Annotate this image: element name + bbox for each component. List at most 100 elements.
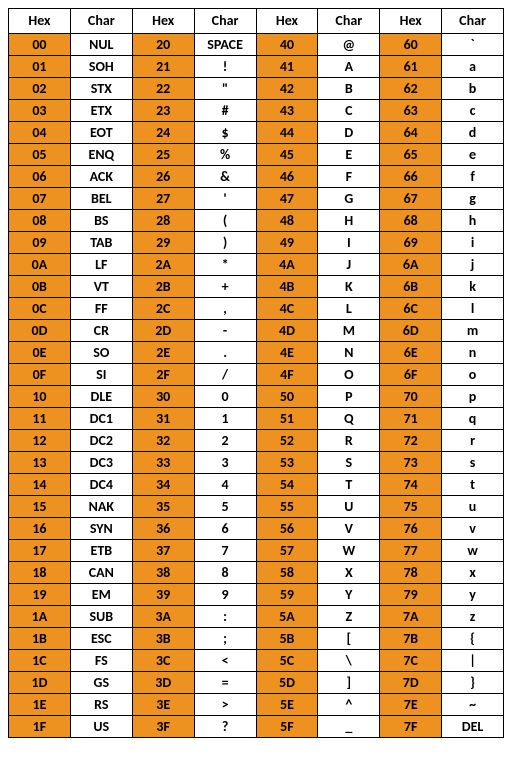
char-cell: g <box>442 188 504 210</box>
char-cell: h <box>442 210 504 232</box>
hex-cell: 3F <box>132 716 194 738</box>
char-cell: ETB <box>70 540 132 562</box>
char-cell: i <box>442 232 504 254</box>
hex-cell: 4A <box>256 254 318 276</box>
char-cell: V <box>318 518 380 540</box>
hex-cell: 43 <box>256 100 318 122</box>
hex-cell: 05 <box>9 144 71 166</box>
char-cell: 8 <box>194 562 256 584</box>
hex-cell: 32 <box>132 430 194 452</box>
hex-cell: 2F <box>132 364 194 386</box>
char-cell: e <box>442 144 504 166</box>
hex-cell: 20 <box>132 34 194 56</box>
hex-cell: 07 <box>9 188 71 210</box>
table-row: 0ALF2A*4AJ6Aj <box>9 254 504 276</box>
char-cell: ' <box>194 188 256 210</box>
hex-cell: 15 <box>9 496 71 518</box>
table-row: 0CFF2C,4CL6Cl <box>9 298 504 320</box>
char-cell: c <box>442 100 504 122</box>
hex-cell: 53 <box>256 452 318 474</box>
hex-cell: 41 <box>256 56 318 78</box>
char-cell: w <box>442 540 504 562</box>
char-cell: | <box>442 650 504 672</box>
table-row: 15NAK35555U75u <box>9 496 504 518</box>
hex-cell: 5B <box>256 628 318 650</box>
hex-cell: 21 <box>132 56 194 78</box>
char-cell: SI <box>70 364 132 386</box>
hex-cell: 13 <box>9 452 71 474</box>
hex-cell: 3C <box>132 650 194 672</box>
header-hex-3: Hex <box>256 9 318 34</box>
char-cell: ACK <box>70 166 132 188</box>
char-cell: z <box>442 606 504 628</box>
char-cell: SPACE <box>194 34 256 56</box>
hex-cell: 76 <box>380 518 442 540</box>
char-cell: ~ <box>442 694 504 716</box>
hex-cell: 12 <box>9 430 71 452</box>
hex-cell: 5E <box>256 694 318 716</box>
hex-cell: 03 <box>9 100 71 122</box>
table-row: 0ESO2E.4EN6En <box>9 342 504 364</box>
hex-cell: 66 <box>380 166 442 188</box>
char-cell: : <box>194 606 256 628</box>
char-cell: , <box>194 298 256 320</box>
char-cell: d <box>442 122 504 144</box>
char-cell: S <box>318 452 380 474</box>
char-cell: ^ <box>318 694 380 716</box>
char-cell: # <box>194 100 256 122</box>
char-cell: n <box>442 342 504 364</box>
char-cell: N <box>318 342 380 364</box>
header-char-1: Char <box>70 9 132 34</box>
char-cell: 4 <box>194 474 256 496</box>
char-cell: $ <box>194 122 256 144</box>
char-cell: LF <box>70 254 132 276</box>
hex-cell: 0F <box>9 364 71 386</box>
hex-cell: 57 <box>256 540 318 562</box>
table-row: 1ERS3E>5E^7E~ <box>9 694 504 716</box>
char-cell: ; <box>194 628 256 650</box>
char-cell: 7 <box>194 540 256 562</box>
hex-cell: 65 <box>380 144 442 166</box>
char-cell: SYN <box>70 518 132 540</box>
hex-cell: 60 <box>380 34 442 56</box>
char-cell: Q <box>318 408 380 430</box>
char-cell: ` <box>442 34 504 56</box>
table-row: 00NUL20SPACE40@60` <box>9 34 504 56</box>
table-row: 01SOH21!41A61a <box>9 56 504 78</box>
hex-cell: 0D <box>9 320 71 342</box>
char-cell: K <box>318 276 380 298</box>
hex-cell: 33 <box>132 452 194 474</box>
hex-cell: 4E <box>256 342 318 364</box>
hex-cell: 7D <box>380 672 442 694</box>
char-cell: Y <box>318 584 380 606</box>
hex-cell: 6E <box>380 342 442 364</box>
char-cell: DC2 <box>70 430 132 452</box>
char-cell: R <box>318 430 380 452</box>
hex-cell: 45 <box>256 144 318 166</box>
table-row: 1CFS3C<5C\7C| <box>9 650 504 672</box>
hex-cell: 31 <box>132 408 194 430</box>
char-cell: CR <box>70 320 132 342</box>
char-cell: = <box>194 672 256 694</box>
char-cell: CAN <box>70 562 132 584</box>
table-row: 1ASUB3A:5AZ7Az <box>9 606 504 628</box>
char-cell: x <box>442 562 504 584</box>
table-row: 08BS28(48H68h <box>9 210 504 232</box>
char-cell: f <box>442 166 504 188</box>
char-cell: A <box>318 56 380 78</box>
header-row: Hex Char Hex Char Hex Char Hex Char <box>9 9 504 34</box>
char-cell: k <box>442 276 504 298</box>
char-cell: D <box>318 122 380 144</box>
hex-cell: 77 <box>380 540 442 562</box>
hex-cell: 39 <box>132 584 194 606</box>
hex-cell: 37 <box>132 540 194 562</box>
hex-cell: 5C <box>256 650 318 672</box>
char-cell: F <box>318 166 380 188</box>
hex-cell: 19 <box>9 584 71 606</box>
char-cell: ( <box>194 210 256 232</box>
hex-cell: 78 <box>380 562 442 584</box>
hex-cell: 36 <box>132 518 194 540</box>
hex-cell: 5D <box>256 672 318 694</box>
char-cell: 1 <box>194 408 256 430</box>
char-cell: ) <box>194 232 256 254</box>
